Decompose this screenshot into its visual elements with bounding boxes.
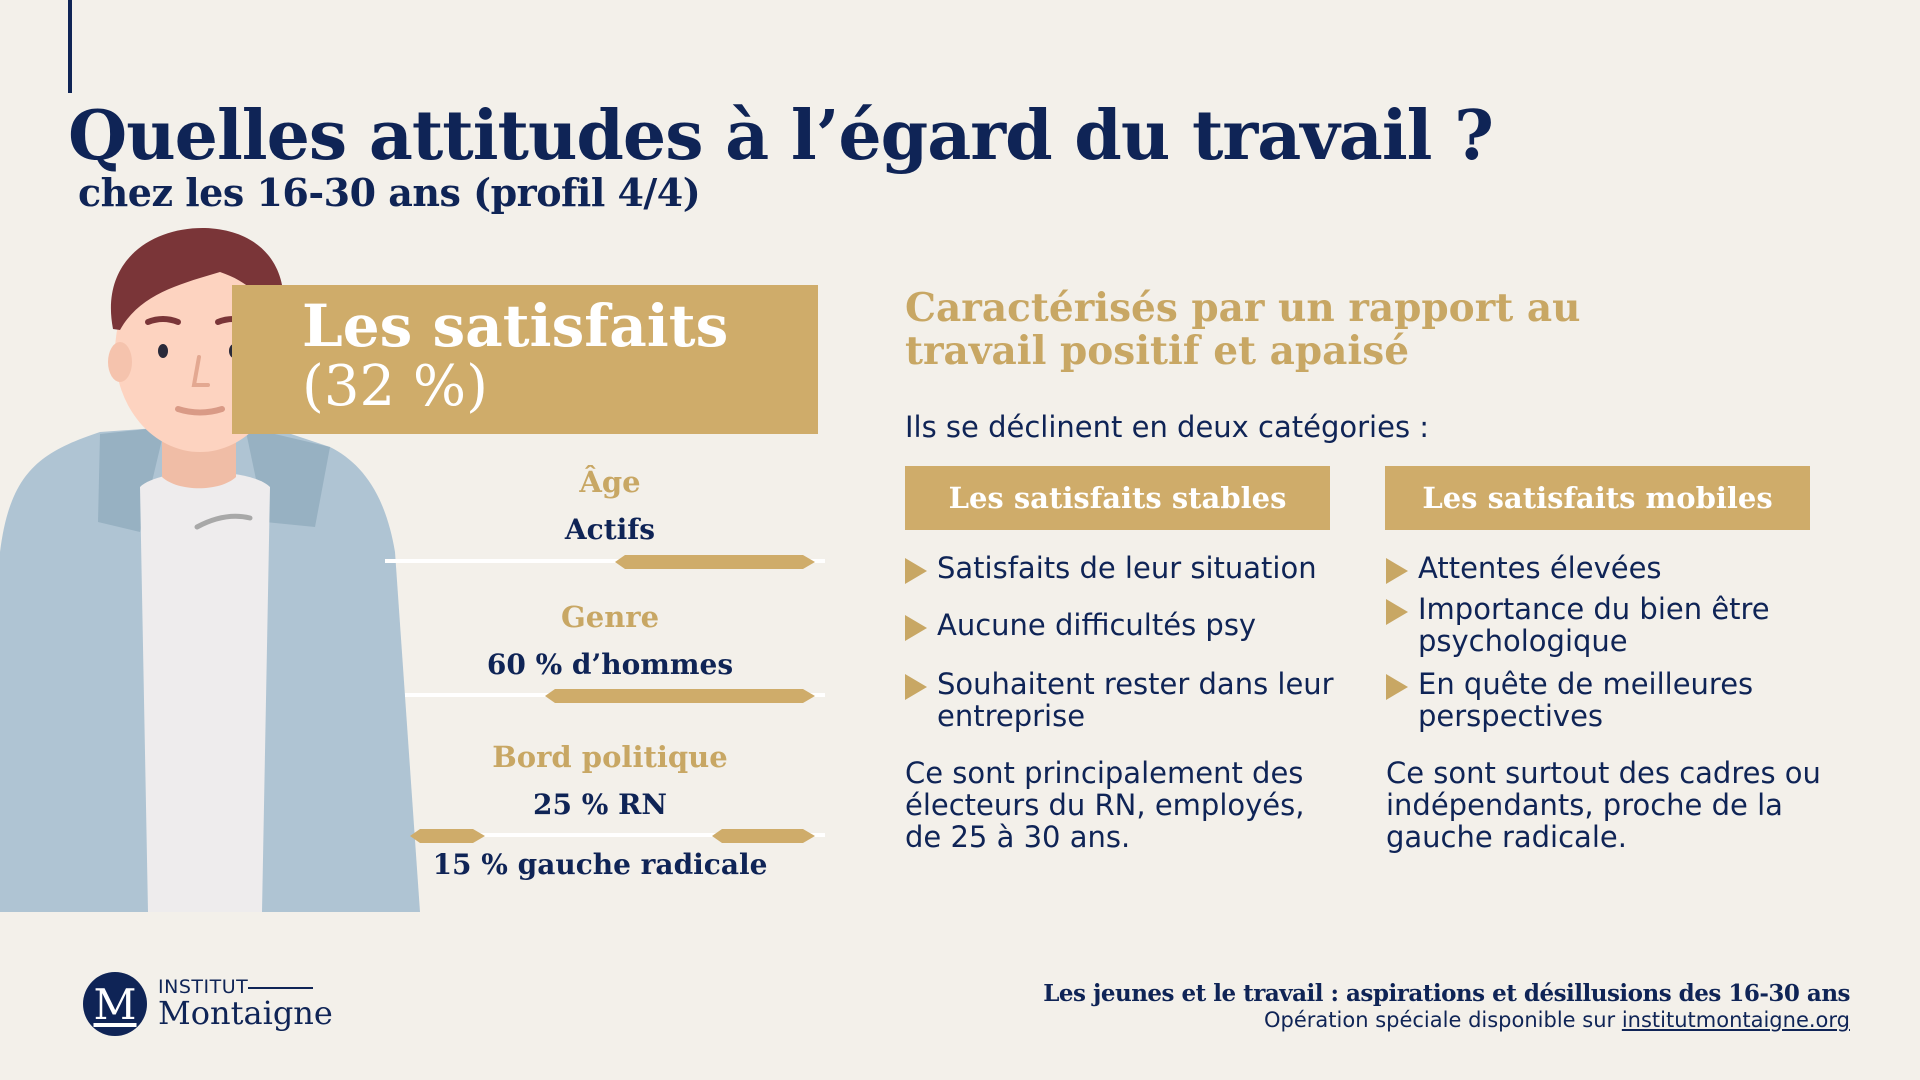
person-brow-left [145,316,181,325]
category-mobile-summary: Ce sont surtout des cadres ou indépendan… [1386,756,1821,854]
page-title: Quelles attitudes à l’égard du travail ? [68,96,1494,176]
person-nose [191,355,210,387]
person-lapel-left [98,427,165,532]
stat-divider-age [385,559,825,563]
person-shirt [140,472,270,912]
stat-label-gender: Genre [560,600,660,634]
footer-subtitle: Opération spéciale disponible sur instit… [1264,1008,1850,1032]
footer-title: Les jeunes et le travail : aspirations e… [1043,980,1850,1007]
list-item: Souhaitent rester dans leur entreprise [905,668,1345,733]
list-item: Importance du bien être psychologique [1386,593,1826,658]
logo-institut: INSTITUT [158,976,249,998]
category-stable-summary: Ce sont principalement des électeurs du … [905,756,1305,854]
stat-label-politics: Bord politique [492,740,728,774]
stat-divider-politics [420,833,825,837]
bullet-triangle-icon [905,615,927,641]
profile-share: (32 %) [302,353,488,419]
logo-montaigne: Montaigne [158,994,333,1032]
accent-line [68,0,72,93]
stat-bar-age [615,555,815,569]
person-mouth [175,406,225,416]
bullet-triangle-icon [1386,599,1408,625]
bullet-triangle-icon [1386,674,1408,700]
stat-value-age: Actifs [564,513,656,546]
list-item: Aucune difficultés psy [905,609,1365,641]
list-item: Attentes élevées [1386,552,1826,584]
list-item: En quête de meilleures perspectives [1386,668,1806,733]
list-item: Satisfaits de leur situation [905,552,1365,584]
category-mobile-title: Les satisfaits mobiles [1385,466,1810,530]
footer-link[interactable]: institutmontaigne.org [1621,1008,1850,1032]
profile-name: Les satisfaits [302,292,729,360]
stat-value-left: 15 % gauche radicale [432,848,768,881]
stat-label-age: Âge [579,465,641,499]
stat-value-rn: 25 % RN [533,788,667,821]
stat-value-gender: 60 % d’hommes [486,648,734,681]
profile-banner: Les satisfaits (32 %) [232,285,818,434]
person-hair [110,227,284,332]
stat-bar-rn [410,829,485,843]
bullet-triangle-icon [905,674,927,700]
person-eye-left [158,344,168,358]
person-ear-left [108,342,132,382]
category-stable-title: Les satisfaits stables [905,466,1330,530]
section-heading: Caractérisés par un rapport au travail p… [905,285,1581,374]
logo-mark: M [83,972,147,1036]
logo-rule [248,987,313,989]
bullet-triangle-icon [905,558,927,584]
bullet-triangle-icon [1386,558,1408,584]
stat-bar-left [712,829,815,843]
person-shirt-stitch [194,513,253,530]
footer-subtitle-text: Opération spéciale disponible sur [1264,1008,1616,1032]
page-subtitle: chez les 16-30 ans (profil 4/4) [78,170,701,215]
stat-bar-gender [545,689,815,703]
section-intro: Ils se déclinent en deux catégories : [905,410,1430,444]
